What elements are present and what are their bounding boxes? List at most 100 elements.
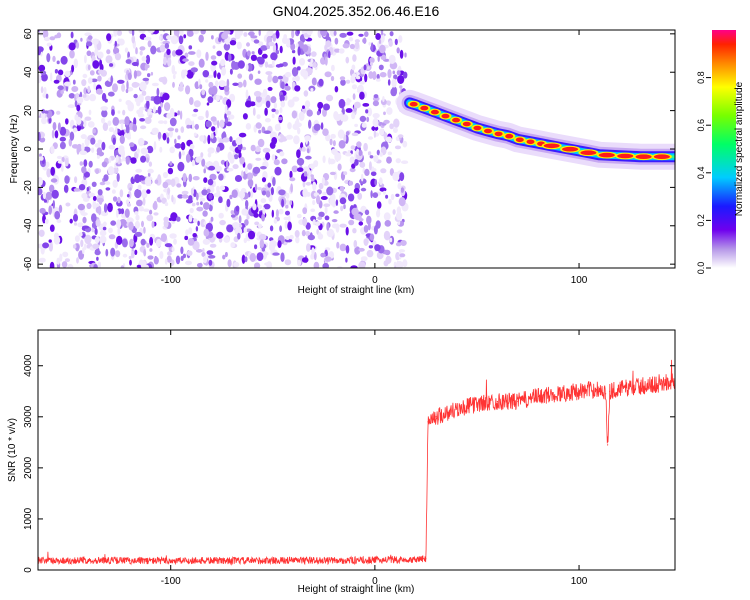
noise-speckle	[146, 145, 154, 154]
noise-speckle	[331, 219, 338, 223]
noise-speckle	[180, 126, 185, 133]
noise-speckle	[126, 194, 130, 198]
noise-speckle	[287, 221, 292, 231]
noise-speckle	[164, 42, 170, 49]
noise-speckle	[253, 212, 259, 218]
noise-speckle	[68, 138, 73, 147]
noise-speckle	[169, 117, 177, 127]
noise-speckle	[332, 140, 336, 147]
noise-speckle	[396, 260, 400, 268]
noise-speckle	[134, 174, 141, 184]
noise-speckle	[48, 205, 52, 215]
noise-speckle	[193, 132, 197, 137]
noise-speckle	[99, 59, 103, 68]
noise-speckle	[140, 238, 146, 246]
noise-speckle	[291, 110, 298, 119]
noise-speckle	[108, 144, 116, 150]
noise-speckle	[257, 187, 262, 191]
noise-speckle	[144, 117, 152, 124]
noise-speckle	[101, 109, 108, 118]
colorbar-ticks: 0.0 0.2 0.4 0.6 0.8	[696, 71, 711, 274]
noise-speckle	[51, 189, 59, 199]
noise-speckle	[213, 69, 217, 79]
noise-speckle	[224, 104, 228, 114]
noise-speckle	[330, 133, 336, 139]
snr-frame	[37, 329, 676, 571]
noise-speckle	[52, 200, 55, 209]
noise-speckle	[49, 224, 55, 232]
noise-speckle	[323, 203, 331, 207]
noise-speckle	[345, 245, 350, 254]
noise-speckle	[106, 33, 112, 42]
noise-speckle	[45, 191, 53, 201]
noise-speckle	[247, 50, 251, 57]
noise-speckle	[38, 187, 43, 196]
noise-speckle	[384, 220, 392, 227]
snr-data-point	[578, 390, 580, 392]
noise-speckle	[218, 196, 223, 204]
noise-speckle	[112, 196, 118, 202]
noise-speckle	[395, 158, 401, 164]
noise-speckle	[52, 55, 56, 63]
noise-speckle	[372, 192, 379, 199]
trace-peak	[617, 153, 634, 159]
noise-speckle	[280, 100, 286, 108]
noise-speckle	[191, 120, 195, 130]
noise-speckle	[153, 141, 157, 150]
trace-peak	[441, 113, 450, 119]
noise-speckle	[86, 187, 90, 192]
noise-speckle	[118, 98, 122, 103]
noise-speckle	[302, 207, 308, 215]
noise-speckle	[84, 54, 87, 64]
colorbar-tick-label: 0.2	[696, 214, 706, 227]
noise-speckle	[89, 70, 95, 76]
noise-speckle	[219, 219, 226, 226]
noise-speckle	[246, 172, 254, 180]
noise-speckle	[96, 147, 103, 155]
noise-speckle	[200, 30, 206, 35]
noise-speckle	[39, 30, 43, 37]
noise-speckle	[349, 43, 355, 50]
noise-speckle	[130, 157, 137, 164]
noise-speckle	[265, 152, 271, 161]
noise-speckle	[135, 168, 143, 173]
noise-speckle	[338, 140, 346, 149]
noise-speckle	[95, 219, 101, 227]
noise-speckle	[220, 59, 226, 67]
noise-speckle	[297, 127, 301, 135]
noise-speckle	[252, 203, 257, 211]
noise-speckle	[128, 255, 132, 260]
noise-speckle	[345, 257, 348, 263]
noise-speckle	[46, 42, 52, 47]
noise-speckle	[297, 259, 302, 267]
noise-speckle	[214, 165, 222, 172]
noise-speckle	[131, 35, 136, 44]
noise-speckle	[349, 167, 356, 173]
noise-speckle	[210, 200, 214, 206]
noise-speckle	[109, 63, 114, 67]
noise-speckle	[278, 116, 283, 121]
noise-speckle	[272, 33, 277, 42]
frequency-trace-layer	[396, 89, 675, 170]
noise-speckle	[113, 47, 120, 55]
noise-speckle	[57, 160, 63, 164]
noise-speckle	[345, 226, 349, 236]
noise-speckle	[280, 81, 285, 90]
noise-speckle	[351, 207, 359, 216]
y-tick-label: 3000	[23, 405, 34, 428]
noise-speckle	[364, 168, 370, 176]
noise-speckle	[192, 233, 197, 238]
noise-speckle	[211, 60, 218, 66]
noise-speckle	[132, 123, 137, 132]
noise-speckle	[75, 41, 80, 49]
noise-speckle	[372, 117, 379, 128]
noise-speckle	[367, 151, 372, 156]
y-tick-label: -20	[23, 180, 34, 195]
noise-speckle	[179, 110, 183, 120]
noise-speckle	[136, 148, 140, 155]
noise-speckle	[310, 208, 316, 213]
noise-speckle	[313, 123, 321, 131]
noise-speckle	[400, 240, 407, 246]
noise-speckle	[147, 172, 151, 177]
noise-speckle	[400, 187, 405, 193]
